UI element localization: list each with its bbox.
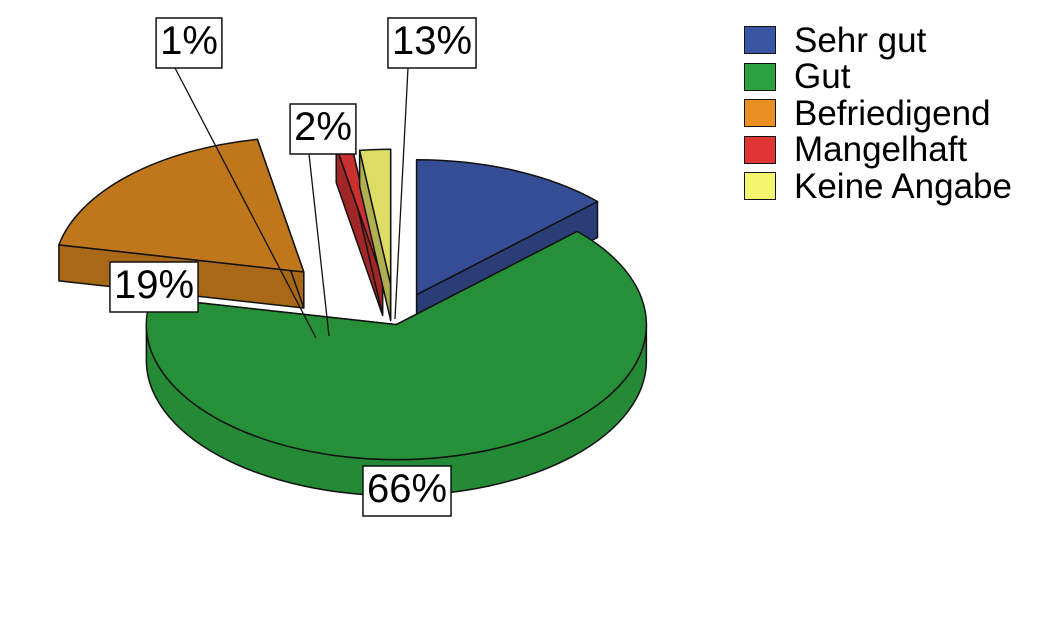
data-label-gut: 66% <box>362 465 452 517</box>
data-label-box-gut <box>362 465 452 517</box>
leader-line-sehr-gut <box>394 67 409 320</box>
legend-swatch-mangelhaft <box>744 135 776 164</box>
data-label-befriedigend: 19% <box>109 261 199 313</box>
slice-top-befriedigend <box>58 138 305 273</box>
data-label-text-keine-angabe: 2% <box>294 105 352 149</box>
legend-label-keine-angabe: Keine Angabe <box>794 166 1012 206</box>
data-label-text-mangelhaft: 1% <box>160 19 218 63</box>
slice-gut <box>145 230 648 497</box>
legend-label-befriedigend: Befriedigend <box>794 93 991 133</box>
data-label-text-befriedigend: 19% <box>114 263 194 307</box>
data-label-text-gut: 66% <box>367 467 447 511</box>
legend-swatch-keine-angabe <box>744 172 776 201</box>
data-label-box-keine-angabe <box>289 103 357 155</box>
legend-item-mangelhaft: Mangelhaft <box>744 132 1012 169</box>
slice-top-sehr-gut <box>415 158 599 296</box>
legend-item-gut: Gut <box>744 59 1012 96</box>
legend-swatch-gut <box>744 62 776 91</box>
legend-swatch-sehr-gut <box>744 26 776 55</box>
slice-keine-angabe <box>358 148 392 322</box>
legend-label-gut: Gut <box>794 57 851 97</box>
data-label-text-sehr-gut: 13% <box>392 19 472 63</box>
data-label-box-sehr-gut <box>387 17 477 69</box>
legend-item-sehr-gut: Sehr gut <box>744 22 1012 59</box>
data-label-box-mangelhaft <box>155 17 223 69</box>
legend-item-befriedigend: Befriedigend <box>744 95 1012 132</box>
legend-label-sehr-gut: Sehr gut <box>794 20 927 60</box>
legend-label-mangelhaft: Mangelhaft <box>794 130 968 170</box>
data-label-box-befriedigend <box>109 261 199 313</box>
slice-top-gut <box>145 230 648 461</box>
slice-top-keine-angabe <box>358 148 392 286</box>
leader-line-keine-angabe <box>308 153 330 337</box>
legend-item-keine-angabe: Keine Angabe <box>744 168 1012 205</box>
legend: Sehr gut Gut Befriedigend Mangelhaft Kei… <box>744 22 1012 205</box>
leader-line-mangelhaft <box>174 67 317 339</box>
data-label-keine-angabe: 2% <box>289 103 357 155</box>
legend-swatch-befriedigend <box>744 99 776 128</box>
data-label-sehr-gut: 13% <box>387 17 477 69</box>
data-label-mangelhaft: 1% <box>155 17 223 69</box>
